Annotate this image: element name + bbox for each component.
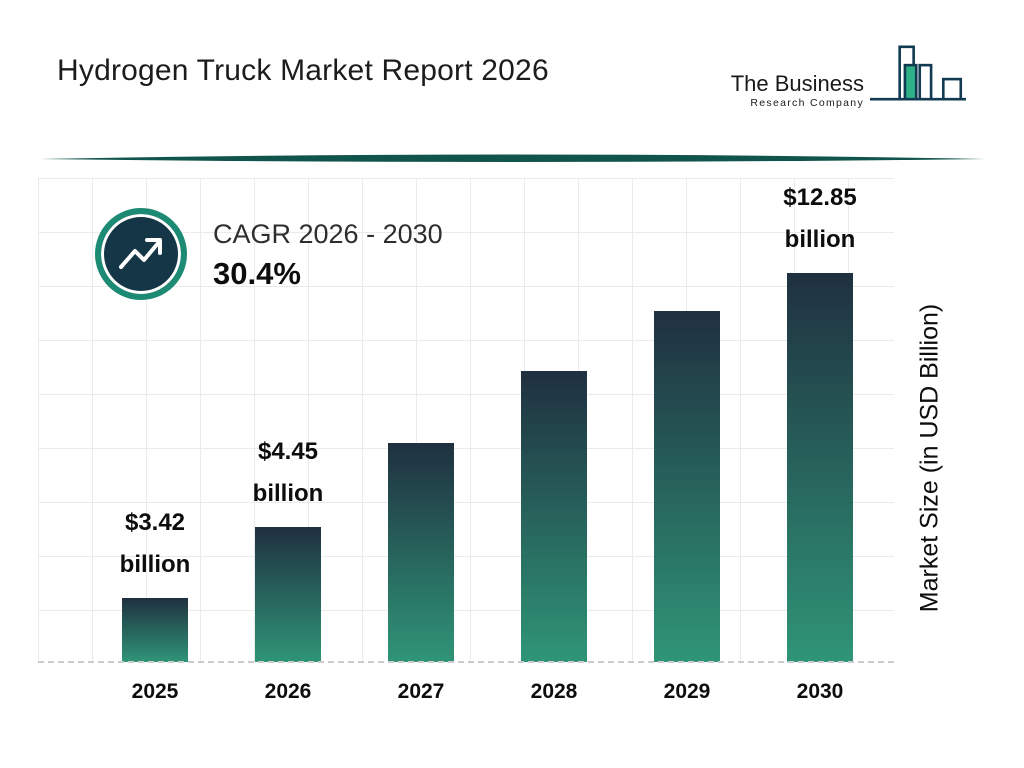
page-title: Hydrogen Truck Market Report 2026	[57, 54, 549, 87]
logo-name: The Business	[730, 70, 864, 96]
x-axis-label-2027: 2027	[397, 680, 445, 703]
cagr-texts: CAGR 2026 - 2030 30.4%	[213, 216, 443, 292]
x-axis-label-2026: 2026	[264, 680, 312, 703]
cagr-label: CAGR 2026 - 2030	[213, 219, 443, 250]
bar-group-2028: 2028	[488, 178, 620, 703]
trend-up-icon	[95, 208, 187, 300]
company-logo: The Business Research Company	[731, 40, 966, 111]
x-axis-label-2025: 2025	[131, 680, 179, 703]
bar-2030	[787, 272, 853, 662]
x-axis-label-2028: 2028	[530, 680, 578, 703]
bar-value-label-2026: $4.45 billion	[252, 437, 324, 507]
bar-2027	[388, 443, 454, 662]
logo-text: The Business Research Company	[730, 70, 864, 111]
bar-2028	[521, 371, 587, 662]
bar-group-2029: 2029	[621, 178, 753, 703]
bar-2026	[255, 526, 321, 662]
x-axis-label-2030: 2030	[796, 680, 844, 703]
logo-bars-icon	[870, 40, 966, 111]
cagr-value: 30.4%	[213, 255, 301, 291]
bar-group-2027: 2027	[355, 178, 487, 703]
y-axis-title: Market Size (in USD Billion)	[915, 303, 944, 613]
bar-value-label-2030: $12.85 billion	[783, 183, 857, 253]
x-axis-line	[38, 661, 894, 663]
bar-2029	[654, 311, 720, 662]
bar-group-2025: $3.42 billion 2025	[89, 178, 221, 703]
x-axis-label-2029: 2029	[663, 680, 711, 703]
bar-2025	[122, 598, 188, 662]
logo-subtitle: Research Company	[750, 97, 864, 109]
bar-value-label-2025: $3.42 billion	[119, 509, 191, 579]
bar-group-2026: $4.45 billion 2026	[222, 178, 354, 703]
divider-line	[40, 152, 985, 166]
cagr-block: CAGR 2026 - 2030 30.4%	[95, 208, 443, 300]
bar-group-2030: $12.85 billion 2030	[754, 178, 886, 703]
